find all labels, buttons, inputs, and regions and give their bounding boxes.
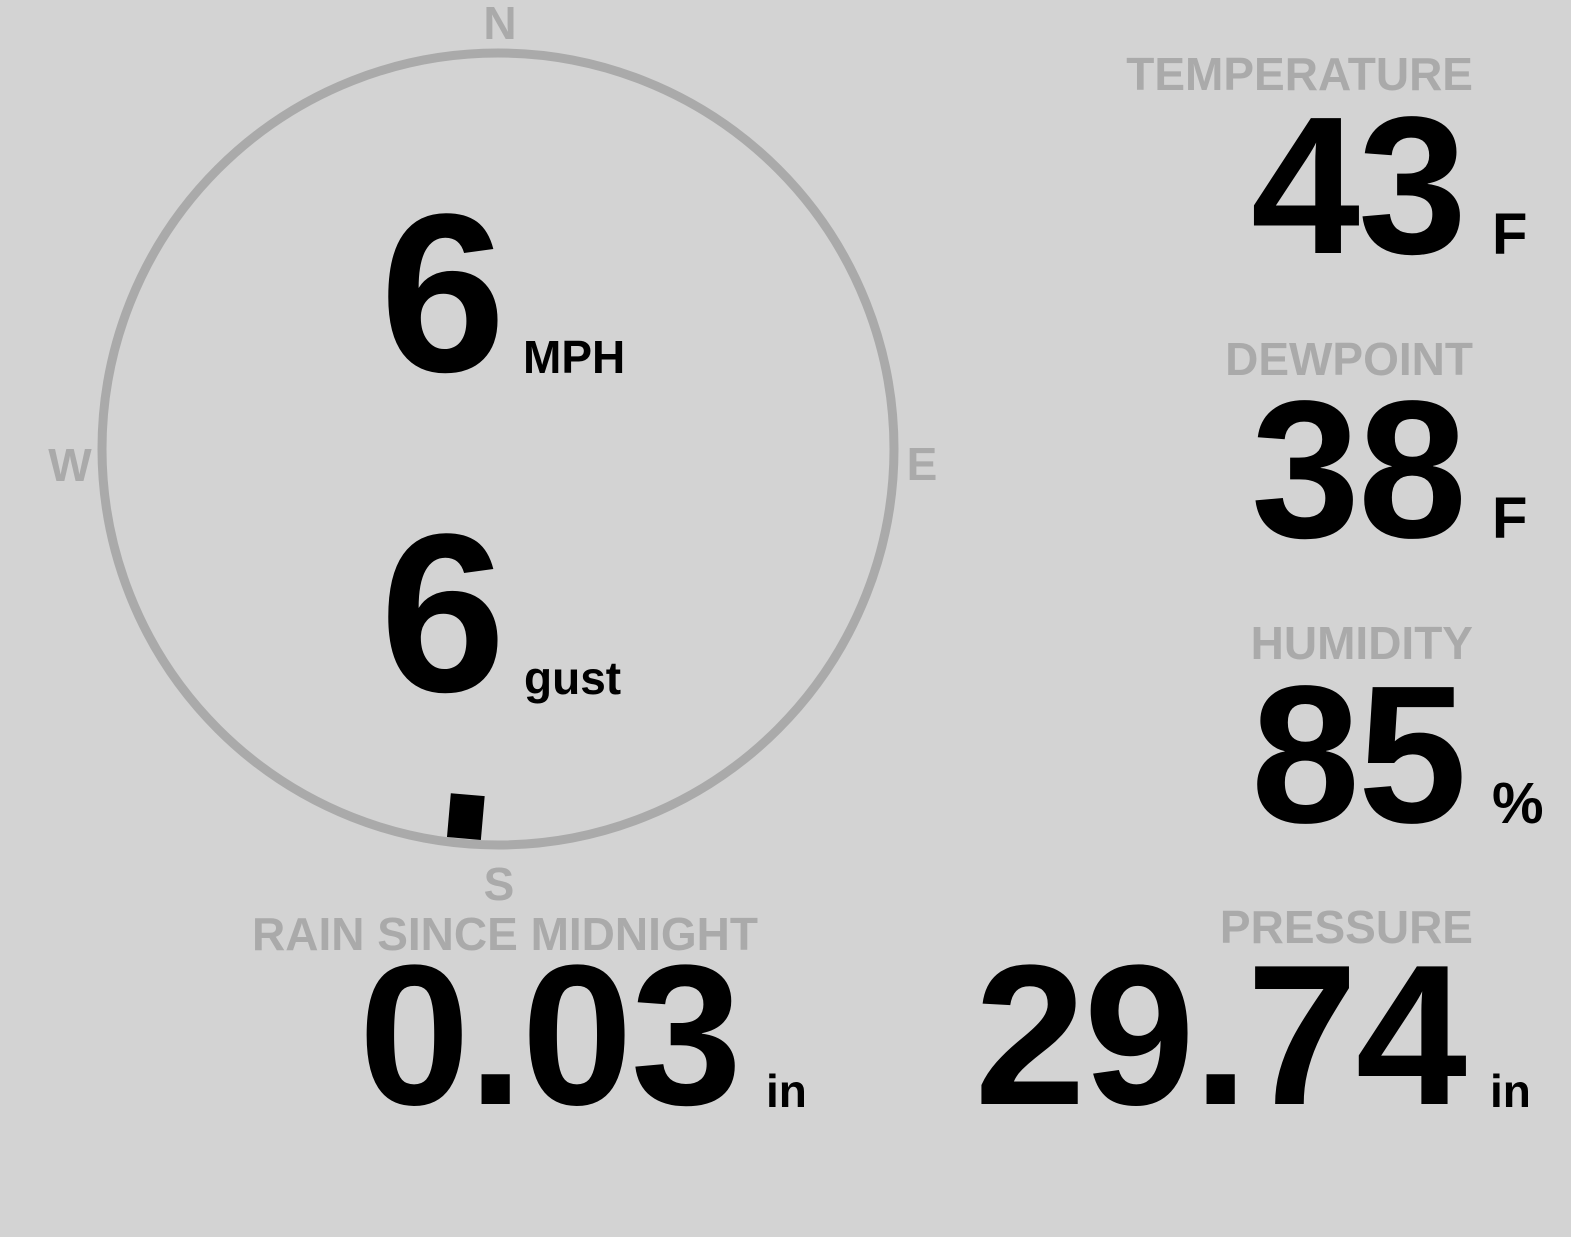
pressure-unit: in bbox=[1490, 1065, 1531, 1117]
compass-ring bbox=[97, 48, 899, 850]
temperature-unit: F bbox=[1492, 202, 1528, 267]
pressure-value: 29.74 bbox=[974, 924, 1467, 1147]
compass-east: E bbox=[906, 438, 938, 490]
rain-unit: in bbox=[766, 1065, 807, 1117]
dewpoint-unit: F bbox=[1492, 486, 1528, 551]
humidity-label: HUMIDITY bbox=[1250, 617, 1473, 669]
rain-value: 0.03 bbox=[358, 924, 742, 1147]
wind-direction-pointer bbox=[446, 793, 485, 840]
dewpoint-label: DEWPOINT bbox=[1225, 333, 1473, 385]
temperature-value: 43 bbox=[1250, 76, 1467, 295]
wind-direction-pointer-group bbox=[446, 793, 485, 840]
humidity-value: 85 bbox=[1250, 645, 1467, 864]
wind-speed-value: 6 bbox=[380, 166, 506, 419]
temperature-label: TEMPERATURE bbox=[1126, 48, 1473, 100]
compass-west: W bbox=[48, 439, 92, 491]
wind-gust-value: 6 bbox=[380, 486, 506, 739]
compass-north: N bbox=[483, 0, 517, 49]
compass-south: S bbox=[483, 858, 515, 910]
wind-gust-label: gust bbox=[524, 652, 622, 704]
pressure-label: PRESSURE bbox=[1219, 901, 1473, 953]
humidity-unit: % bbox=[1492, 771, 1544, 836]
dewpoint-value: 38 bbox=[1250, 360, 1467, 579]
rain-label: RAIN SINCE MIDNIGHT bbox=[252, 908, 758, 960]
wind-speed-unit: MPH bbox=[523, 331, 626, 383]
